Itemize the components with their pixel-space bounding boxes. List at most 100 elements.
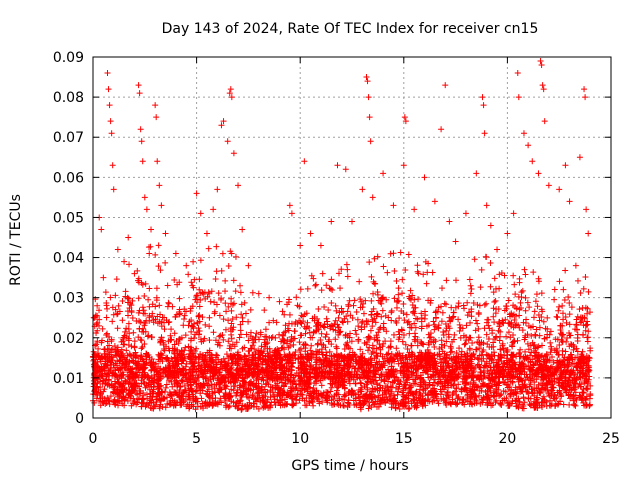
data-point	[131, 343, 138, 350]
data-point	[108, 361, 115, 368]
data-point	[563, 377, 570, 384]
data-point	[521, 336, 528, 343]
data-point	[357, 296, 364, 303]
data-point	[532, 404, 539, 411]
data-point	[490, 313, 497, 320]
data-point	[126, 305, 133, 312]
data-point	[176, 393, 183, 400]
data-point	[142, 361, 149, 368]
data-point	[355, 323, 362, 330]
data-point	[495, 386, 502, 393]
data-point	[225, 391, 232, 398]
data-point	[349, 349, 356, 356]
data-point	[193, 329, 200, 336]
data-point	[521, 266, 528, 273]
data-point	[421, 379, 428, 386]
data-point	[256, 355, 263, 362]
data-point	[221, 378, 228, 385]
data-point	[554, 365, 561, 372]
data-point	[179, 377, 186, 384]
data-point	[209, 373, 216, 380]
data-point	[129, 357, 136, 364]
data-point	[476, 345, 483, 352]
data-point	[156, 353, 163, 360]
data-point	[146, 359, 153, 366]
data-point	[536, 317, 543, 324]
data-point	[281, 383, 288, 390]
data-point	[569, 393, 576, 400]
data-point	[216, 342, 223, 349]
data-point	[422, 258, 429, 265]
data-point	[425, 297, 432, 304]
data-point	[566, 299, 573, 306]
data-point	[530, 314, 537, 321]
data-point	[273, 319, 280, 326]
data-point	[432, 376, 439, 383]
data-point	[544, 386, 551, 393]
data-point	[571, 371, 578, 378]
data-point	[332, 360, 339, 367]
data-point	[349, 314, 356, 321]
data-point	[172, 359, 179, 366]
data-point	[340, 402, 347, 409]
data-point	[435, 400, 442, 407]
data-point	[323, 389, 330, 396]
data-point	[368, 297, 375, 304]
data-point	[281, 396, 288, 403]
data-point	[526, 366, 533, 373]
data-point	[309, 315, 316, 322]
data-point	[403, 354, 410, 361]
data-point	[226, 392, 233, 399]
data-point	[266, 319, 273, 326]
data-point	[322, 333, 329, 340]
data-point	[186, 401, 193, 408]
data-point	[399, 276, 406, 283]
data-point	[402, 341, 409, 348]
data-point	[190, 374, 197, 381]
data-point	[261, 307, 268, 314]
data-point	[551, 296, 558, 303]
data-point	[156, 302, 163, 309]
data-point	[440, 386, 447, 393]
data-point	[114, 325, 121, 332]
data-point	[555, 380, 562, 387]
data-point	[366, 344, 373, 351]
data-point	[518, 289, 525, 296]
data-point	[467, 290, 474, 297]
data-point	[127, 300, 134, 307]
data-point	[301, 342, 308, 349]
data-point	[493, 363, 500, 370]
data-point	[413, 315, 420, 322]
data-point	[122, 288, 129, 295]
data-point	[540, 393, 547, 400]
data-point	[99, 337, 106, 344]
data-point	[553, 394, 560, 401]
data-point	[544, 326, 551, 333]
data-point	[516, 279, 523, 286]
data-point	[395, 402, 402, 409]
data-point	[249, 359, 256, 366]
data-point	[95, 352, 102, 359]
data-point	[202, 402, 209, 409]
data-point	[381, 362, 388, 369]
data-point	[236, 365, 243, 372]
data-point	[205, 402, 212, 409]
data-point	[404, 345, 411, 352]
data-point	[368, 380, 375, 387]
data-point	[218, 267, 225, 274]
data-point	[527, 352, 534, 359]
data-point	[107, 393, 114, 400]
data-point	[455, 393, 462, 400]
data-point	[538, 290, 545, 297]
data-point	[233, 390, 240, 397]
data-point	[146, 250, 153, 257]
data-point	[420, 271, 427, 278]
data-point	[168, 378, 175, 385]
data-point	[99, 325, 106, 332]
data-point	[313, 351, 320, 358]
data-point	[290, 401, 297, 408]
data-point	[558, 370, 565, 377]
data-point	[325, 338, 332, 345]
data-point	[235, 352, 242, 359]
data-point	[328, 352, 335, 359]
